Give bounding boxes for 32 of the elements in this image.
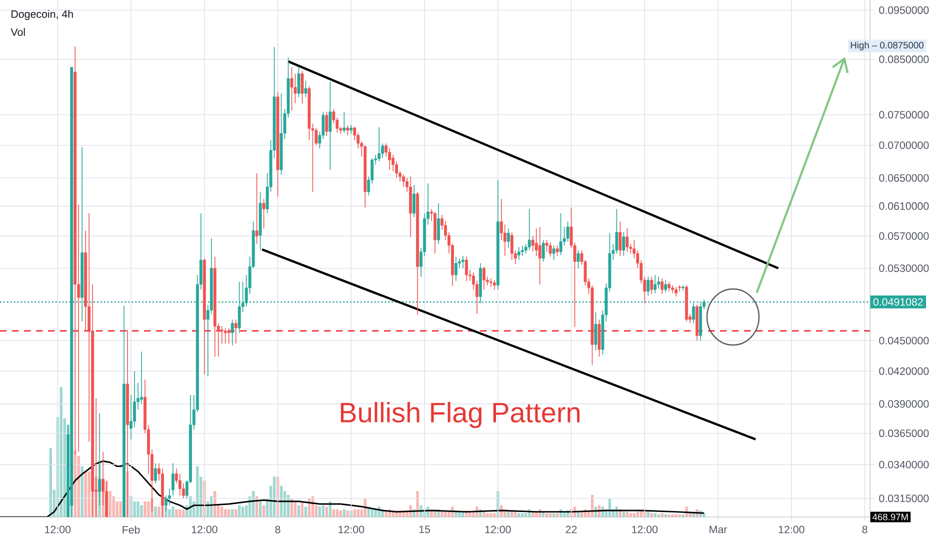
y-tick-label: 0.0850000: [879, 56, 929, 64]
x-tick-label: Feb: [122, 526, 140, 534]
y-tick-label: 0.0530000: [879, 264, 929, 272]
x-tick-label: 15: [419, 526, 430, 534]
y-tick-label: 0.0390000: [879, 400, 929, 408]
x-tick-label: 12:00: [192, 526, 218, 534]
x-tick-label: 12:00: [485, 526, 511, 534]
y-tick-label: 0.0610000: [879, 202, 929, 210]
x-tick-label: 12:00: [338, 526, 364, 534]
y-tick-label: 0.0950000: [879, 6, 929, 14]
y-tick-label: 0.0315000: [879, 494, 929, 502]
y-tick-label: 0.0570000: [879, 232, 929, 240]
text: Dogecoin, 4h: [12, 10, 73, 20]
annotation: Bullish Flag Pattern: [340, 402, 580, 428]
x-tick-label: 22: [566, 526, 577, 534]
x-tick-label: 8: [862, 526, 868, 534]
y-tick-label: 0.0340000: [879, 460, 929, 468]
x-tick-label: 12:00: [45, 526, 71, 534]
y-tick-label: 0.0450000: [879, 336, 929, 344]
y-tick-label: 0.0700000: [879, 141, 929, 150]
chart-title: Vol: [10, 28, 25, 36]
x-tick-label: Mar: [710, 526, 728, 534]
y-tick-label: 0.0420000: [879, 367, 929, 375]
x-tick-label: 12:00: [632, 526, 658, 534]
y-tick-label: 0.0750000: [879, 110, 929, 119]
ref-line-label: 0.0491082: [873, 298, 923, 306]
y-tick-label: 0.0650000: [879, 174, 929, 182]
y-tick-label: 0.0365000: [879, 429, 929, 438]
x-tick-label: 12:00: [778, 526, 804, 534]
annotation: High – 0.0875000: [850, 42, 924, 50]
text: 468.97M: [872, 514, 908, 520]
x-tick-label: 8: [275, 526, 280, 534]
